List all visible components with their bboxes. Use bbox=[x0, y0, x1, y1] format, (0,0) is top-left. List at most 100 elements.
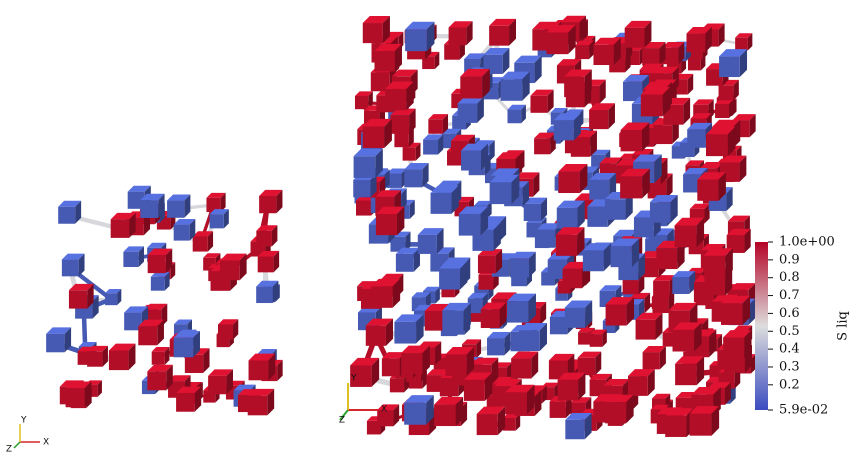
pore-top bbox=[209, 209, 229, 215]
pore-top bbox=[505, 384, 535, 393]
pore-top bbox=[423, 286, 440, 292]
pore-side bbox=[165, 248, 173, 274]
pore-front bbox=[720, 303, 743, 325]
pore-top bbox=[124, 306, 149, 313]
pore-top bbox=[144, 303, 168, 310]
pore-front bbox=[605, 402, 627, 424]
pore bbox=[507, 293, 536, 323]
pore-top bbox=[693, 99, 714, 105]
pore-front bbox=[620, 176, 643, 199]
pore-side bbox=[509, 18, 516, 46]
pore bbox=[735, 33, 753, 51]
colorbar-tick-label: 0.6 bbox=[779, 306, 800, 321]
pore-side bbox=[531, 351, 539, 379]
pore-top bbox=[500, 71, 530, 80]
pore-front bbox=[404, 169, 423, 188]
pore-top bbox=[715, 99, 734, 105]
pore-top bbox=[219, 253, 247, 261]
pore-top bbox=[496, 152, 523, 159]
pore-top bbox=[599, 285, 622, 291]
pore-front bbox=[589, 109, 609, 130]
pore-top bbox=[381, 352, 406, 359]
pore-top bbox=[387, 168, 407, 174]
pore bbox=[46, 327, 72, 353]
pore-front bbox=[389, 378, 405, 393]
pore-side bbox=[138, 246, 144, 267]
pore-top bbox=[462, 339, 482, 345]
pore-front bbox=[173, 224, 190, 241]
pore-top bbox=[395, 247, 420, 254]
pore-front bbox=[381, 358, 400, 377]
pore bbox=[147, 364, 173, 391]
pore-side bbox=[405, 231, 411, 252]
colorbar-title: S liq bbox=[836, 311, 850, 341]
pore-top bbox=[599, 157, 623, 164]
pore-side bbox=[502, 48, 510, 74]
pore-side bbox=[540, 197, 548, 221]
pore-front bbox=[377, 410, 394, 427]
pore-front bbox=[476, 414, 498, 436]
pore-top bbox=[494, 379, 522, 387]
pore bbox=[377, 404, 400, 427]
pore-side bbox=[164, 347, 170, 365]
pore bbox=[675, 356, 705, 386]
colorbar-tick-label: 0.3 bbox=[779, 359, 800, 374]
pore-side bbox=[117, 288, 122, 306]
pore-top bbox=[582, 243, 611, 251]
pore-side bbox=[271, 225, 278, 247]
pore-front bbox=[105, 293, 118, 306]
pore-side bbox=[603, 243, 611, 272]
pore bbox=[430, 185, 459, 214]
pore-front bbox=[589, 334, 603, 347]
pore-front bbox=[577, 357, 596, 376]
pore-side bbox=[484, 372, 493, 401]
pore-side bbox=[480, 206, 489, 236]
pore-top bbox=[623, 75, 650, 82]
pore bbox=[575, 40, 594, 60]
pore-side bbox=[659, 346, 666, 370]
pore-front bbox=[558, 171, 580, 194]
pore-front bbox=[635, 319, 656, 340]
pore bbox=[209, 209, 229, 229]
pore-front bbox=[426, 375, 444, 392]
pore-side bbox=[194, 386, 202, 412]
pore-side bbox=[223, 209, 229, 229]
pore-front bbox=[219, 260, 240, 281]
pore-side bbox=[495, 249, 503, 274]
pore-side bbox=[415, 142, 421, 161]
pore bbox=[555, 227, 585, 256]
pore-front bbox=[507, 301, 529, 323]
pore-side bbox=[647, 369, 655, 396]
pore-side bbox=[220, 192, 226, 213]
pore-top bbox=[589, 172, 617, 180]
pore-side bbox=[476, 339, 482, 359]
pore-side bbox=[533, 172, 540, 197]
pore bbox=[577, 351, 602, 376]
pore-front bbox=[633, 217, 654, 238]
pore bbox=[173, 218, 196, 241]
pore-top bbox=[557, 372, 586, 380]
pore-top bbox=[390, 108, 416, 116]
pore-side bbox=[689, 271, 696, 294]
pore-front bbox=[218, 324, 234, 340]
pore-front bbox=[687, 57, 701, 71]
pore-side bbox=[384, 118, 392, 149]
pore-top bbox=[672, 322, 702, 330]
pore-front bbox=[256, 230, 272, 247]
pore-front bbox=[689, 413, 712, 436]
pore-side bbox=[78, 253, 85, 277]
pore-top bbox=[593, 37, 621, 45]
pore-front bbox=[480, 309, 500, 329]
pore bbox=[720, 295, 751, 325]
pore-front bbox=[138, 326, 158, 346]
pore bbox=[460, 68, 490, 99]
pore-front bbox=[672, 329, 695, 352]
axis-label: Y bbox=[350, 374, 357, 384]
pore-front bbox=[642, 48, 660, 66]
pore-side bbox=[455, 397, 464, 427]
pore-top bbox=[173, 218, 196, 225]
pore-side bbox=[724, 382, 731, 405]
pore-front bbox=[587, 206, 608, 227]
pore-side bbox=[687, 73, 694, 95]
pore-top bbox=[546, 24, 576, 33]
